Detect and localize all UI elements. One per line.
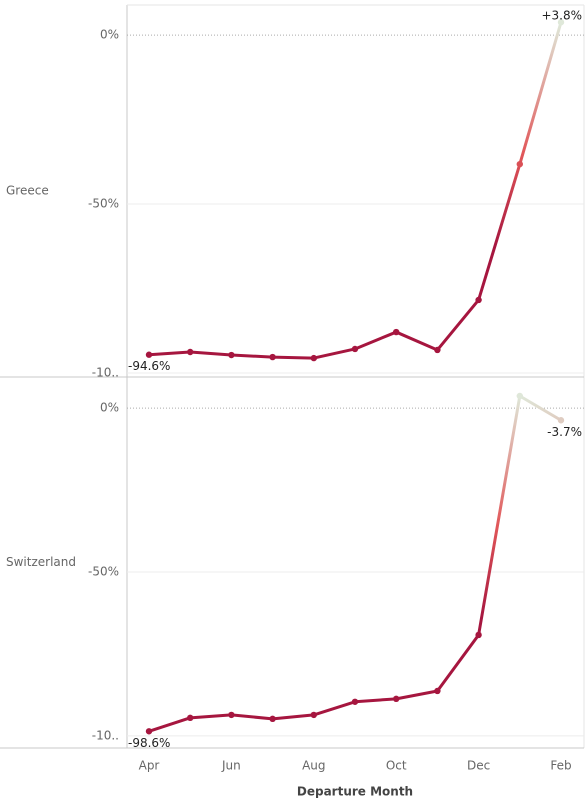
point xyxy=(557,417,565,424)
y-tick-label: -50% xyxy=(88,565,119,579)
x-tick-label: Dec xyxy=(467,759,490,773)
y-tick-label: 0% xyxy=(100,28,119,42)
point xyxy=(351,345,359,353)
value-label: -3.7% xyxy=(547,425,582,439)
x-tick-label: Oct xyxy=(386,759,407,773)
point xyxy=(516,392,523,400)
value-label: -94.6% xyxy=(128,359,170,373)
row-label: Greece xyxy=(6,184,49,198)
x-tick-label: Apr xyxy=(139,759,160,773)
y-tick-label: 0% xyxy=(100,401,119,415)
x-tick-label: Aug xyxy=(302,759,325,773)
point xyxy=(187,714,194,722)
point xyxy=(310,354,317,362)
x-tick-label: Feb xyxy=(550,759,571,773)
row-label: Switzerland xyxy=(6,555,76,569)
value-label: -98.6% xyxy=(128,736,170,750)
y-tick-label: -10.. xyxy=(92,365,119,379)
y-tick-label: -10.. xyxy=(92,728,119,742)
point xyxy=(269,715,276,723)
point xyxy=(228,711,235,719)
point xyxy=(351,698,359,705)
point xyxy=(145,351,153,358)
point xyxy=(475,631,482,639)
point xyxy=(393,695,400,703)
point xyxy=(557,19,565,26)
point xyxy=(516,160,523,168)
point xyxy=(228,351,235,359)
point xyxy=(310,711,317,719)
point xyxy=(434,346,441,354)
value-label: +3.8% xyxy=(541,9,582,23)
line xyxy=(148,21,563,360)
point xyxy=(187,348,194,356)
point xyxy=(145,728,153,735)
point xyxy=(269,353,276,361)
point xyxy=(393,328,400,336)
y-tick-label: -50% xyxy=(88,197,119,211)
x-axis-title: Departure Month xyxy=(297,785,413,799)
x-tick-label: Jun xyxy=(221,759,241,773)
line xyxy=(148,394,562,733)
point xyxy=(475,296,482,304)
point xyxy=(434,687,441,695)
